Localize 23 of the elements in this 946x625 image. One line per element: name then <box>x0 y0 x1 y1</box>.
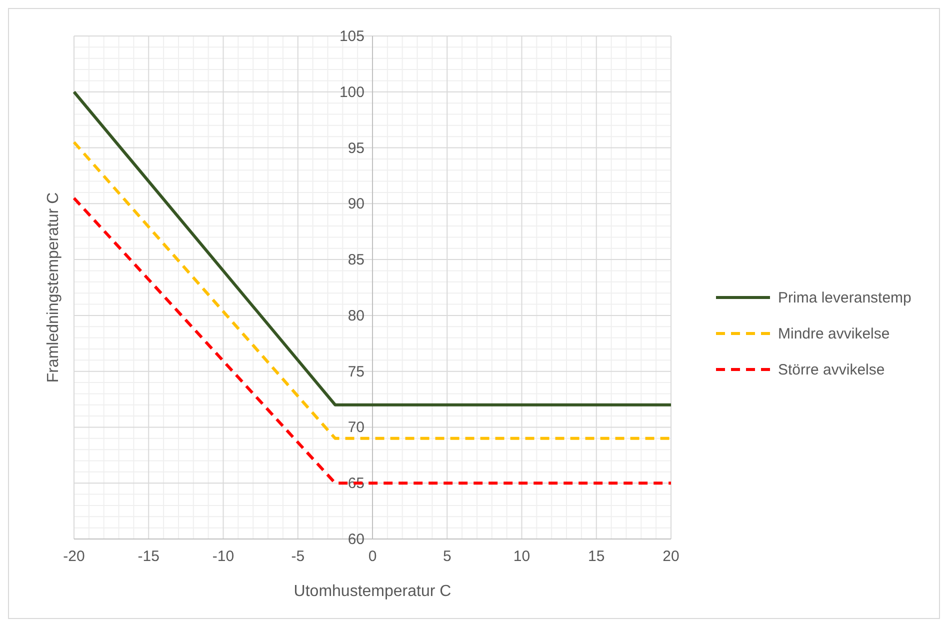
x-tick-label: 20 <box>662 548 680 565</box>
y-tick-label: 75 <box>348 363 364 380</box>
x-tick-label: -15 <box>138 548 160 565</box>
y-tick-label: 95 <box>348 140 364 157</box>
x-tick-label: -10 <box>212 548 234 565</box>
y-tick-label: 90 <box>348 196 364 213</box>
legend-label: Mindre avvikelse <box>778 325 890 342</box>
y-tick-label: 80 <box>348 307 364 324</box>
x-tick-label: -20 <box>63 548 85 565</box>
y-tick-label: 60 <box>348 531 364 548</box>
x-tick-label: 5 <box>442 548 452 565</box>
legend-label: Större avvikelse <box>778 361 885 378</box>
x-axis-title: Utomhustemperatur C <box>294 583 452 600</box>
x-tick-label: 15 <box>588 548 605 565</box>
y-tick-label: 100 <box>339 84 364 101</box>
y-tick-label: 70 <box>348 419 364 436</box>
x-tick-label: 10 <box>513 548 530 565</box>
y-tick-label: 85 <box>348 252 364 269</box>
y-tick-label: 105 <box>339 28 364 45</box>
y-axis-title: Framledningstemperatur C <box>45 192 62 383</box>
legend-label: Prima leveranstemp <box>778 289 912 306</box>
x-tick-label: -5 <box>291 548 305 565</box>
x-tick-label: 0 <box>368 548 377 565</box>
